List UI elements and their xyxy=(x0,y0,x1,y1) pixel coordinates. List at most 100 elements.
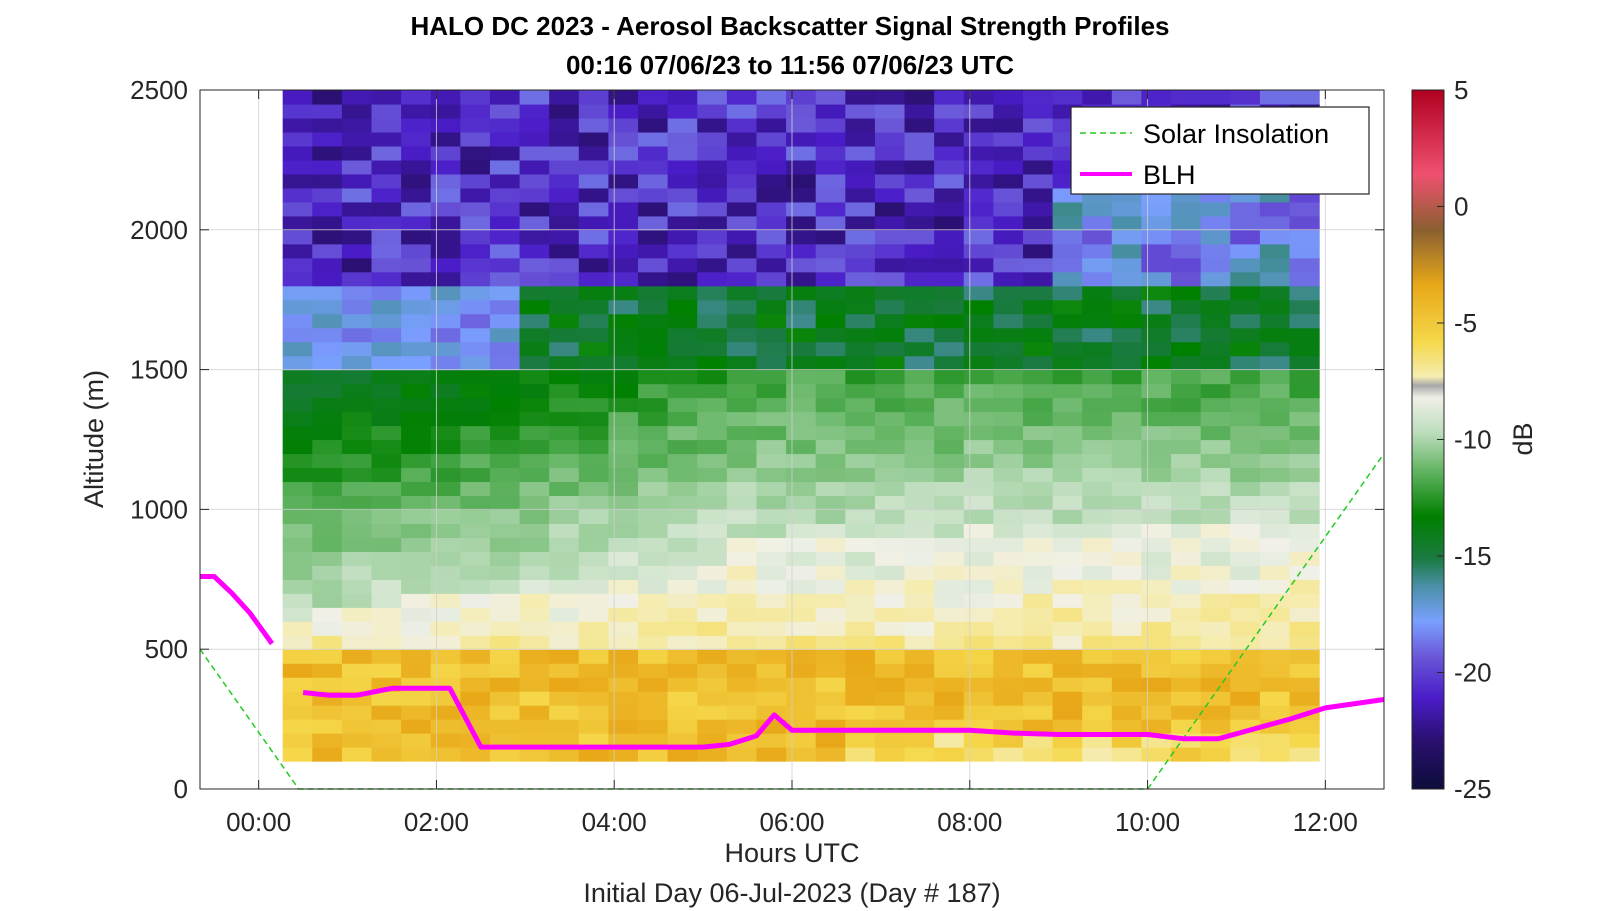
heatmap-cell xyxy=(549,481,580,497)
heatmap-cell xyxy=(726,383,758,399)
heatmap-cell xyxy=(578,355,609,371)
heatmap-cell xyxy=(697,481,728,497)
heatmap-cell xyxy=(904,747,935,762)
heatmap-cell xyxy=(312,90,343,105)
heatmap-cell xyxy=(697,397,728,413)
heatmap-cell xyxy=(667,369,698,385)
heatmap-cell xyxy=(726,621,758,636)
heatmap-cell xyxy=(667,733,698,748)
heatmap-cell xyxy=(845,355,876,371)
heatmap-cell xyxy=(341,551,373,566)
heatmap-cell xyxy=(963,677,994,692)
heatmap-cell xyxy=(371,90,402,105)
heatmap-cell xyxy=(489,663,521,678)
heatmap-cell xyxy=(904,90,935,105)
heatmap-cell xyxy=(608,509,639,524)
heatmap-cell xyxy=(608,187,639,203)
y-tick-label: 1000 xyxy=(130,494,188,524)
y-tick-label: 0 xyxy=(174,774,188,804)
heatmap-cell xyxy=(1022,537,1054,552)
heatmap-cell xyxy=(312,341,343,357)
heatmap-cell xyxy=(489,313,521,329)
heatmap-cell xyxy=(1141,621,1172,636)
heatmap-cell xyxy=(874,215,906,231)
heatmap-cell xyxy=(1230,285,1261,301)
heatmap-cell xyxy=(549,691,580,706)
heatmap-cell xyxy=(341,467,373,483)
heatmap-cell xyxy=(1230,495,1261,510)
heatmap-cell xyxy=(282,705,313,720)
heatmap-cell xyxy=(1022,131,1054,147)
heatmap-cell xyxy=(1141,453,1172,469)
heatmap-cell xyxy=(756,579,787,594)
heatmap-cell xyxy=(1259,90,1291,105)
heatmap-cell xyxy=(697,467,728,483)
heatmap-cell xyxy=(401,201,432,217)
heatmap-cell xyxy=(578,145,609,161)
heatmap-cell xyxy=(1230,705,1261,720)
heatmap-cell xyxy=(963,439,994,455)
heatmap-cell xyxy=(934,229,965,245)
heatmap-cell xyxy=(963,747,994,762)
heatmap-cell xyxy=(1171,425,1202,441)
heatmap-cell xyxy=(786,341,817,357)
heatmap-cell xyxy=(874,159,906,175)
heatmap-cell xyxy=(1289,593,1320,608)
heatmap-cell xyxy=(341,411,373,427)
heatmap-cell xyxy=(549,271,580,287)
heatmap-cell xyxy=(312,733,343,748)
heatmap-cell xyxy=(1230,621,1261,636)
heatmap-cell xyxy=(993,397,1024,413)
heatmap-cell xyxy=(638,90,669,105)
heatmap-cell xyxy=(519,397,550,413)
heatmap-cell xyxy=(786,411,817,427)
heatmap-cell xyxy=(638,299,669,315)
heatmap-cell xyxy=(341,621,373,636)
heatmap-cell xyxy=(312,509,343,524)
heatmap-cell xyxy=(815,243,846,259)
heatmap-cell xyxy=(756,243,787,259)
heatmap-cell xyxy=(726,215,758,231)
heatmap-cell xyxy=(1022,215,1054,231)
heatmap-cell xyxy=(578,467,609,483)
heatmap-cell xyxy=(489,425,521,441)
heatmap-cell xyxy=(341,649,373,664)
heatmap-cell xyxy=(667,677,698,692)
heatmap-cell xyxy=(312,621,343,636)
heatmap-cell xyxy=(756,677,787,692)
heatmap-cell xyxy=(1171,229,1202,245)
heatmap-cell xyxy=(963,733,994,748)
heatmap-cell xyxy=(1082,509,1113,524)
heatmap-cell xyxy=(934,243,965,259)
heatmap-cell xyxy=(1052,369,1083,385)
heatmap-cell xyxy=(697,159,728,175)
heatmap-cell xyxy=(667,635,698,650)
colorbar-label: dB xyxy=(1508,422,1538,455)
heatmap-cell xyxy=(786,229,817,245)
heatmap-cell xyxy=(312,285,343,301)
heatmap-cell xyxy=(697,523,728,538)
heatmap-cell xyxy=(1111,467,1143,483)
heatmap-cell xyxy=(371,271,402,287)
heatmap-cell xyxy=(993,243,1024,259)
heatmap-cell xyxy=(786,509,817,524)
heatmap-cell xyxy=(371,495,402,510)
heatmap-cell xyxy=(608,439,639,455)
heatmap-cell xyxy=(460,355,491,371)
heatmap-cell xyxy=(341,355,373,371)
heatmap-cell xyxy=(667,747,698,762)
heatmap-cell xyxy=(312,537,343,552)
heatmap-cell xyxy=(489,691,521,706)
heatmap-cell xyxy=(1052,523,1083,538)
heatmap-cell xyxy=(1289,229,1320,245)
heatmap-cell xyxy=(460,411,491,427)
heatmap-cell xyxy=(578,285,609,301)
heatmap-cell xyxy=(371,313,402,329)
heatmap-cell xyxy=(549,663,580,678)
heatmap-cell xyxy=(845,663,876,678)
heatmap-cell xyxy=(312,663,343,678)
heatmap-cell xyxy=(845,257,876,273)
heatmap-cell xyxy=(726,537,758,552)
heatmap-cell xyxy=(1171,411,1202,427)
heatmap-cell xyxy=(1171,537,1202,552)
